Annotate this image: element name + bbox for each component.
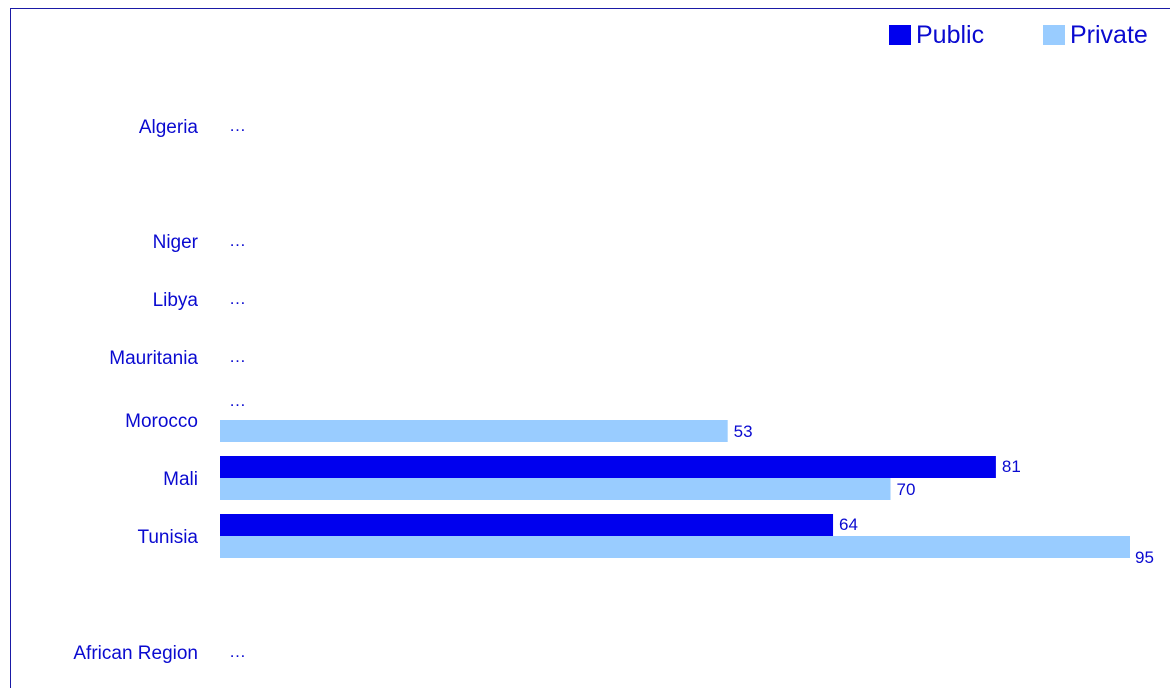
category-label: Mauritania [109, 348, 198, 369]
value-labels: … … … … … 53 81 70 64 95 … [229, 116, 1154, 661]
missing-marker: … [229, 391, 246, 410]
bar-public [220, 514, 834, 536]
bar-private [220, 420, 728, 442]
chart-frame [10, 8, 1170, 688]
category-label: Tunisia [137, 527, 198, 548]
missing-marker: … [229, 231, 246, 250]
category-label: African Region [73, 643, 198, 664]
category-label: Mali [163, 469, 198, 490]
missing-marker: … [229, 289, 246, 308]
value-label-public: 81 [1002, 457, 1021, 476]
category-label: Libya [153, 290, 199, 311]
bar-private [220, 536, 1130, 558]
legend-swatch-private [1043, 25, 1065, 45]
missing-marker: … [229, 347, 246, 366]
legend-label-public: Public [916, 21, 984, 49]
bar-public [220, 456, 996, 478]
bar-private [220, 478, 891, 500]
category-label: Algeria [139, 117, 199, 138]
legend: Public Private [889, 21, 1148, 49]
value-label-private: 95 [1135, 548, 1154, 567]
legend-swatch-public [889, 25, 911, 45]
legend-label-private: Private [1070, 21, 1148, 49]
category-labels: Algeria Niger Libya Mauritania Morocco Mali Tu… [73, 117, 198, 664]
value-label-public: 64 [839, 515, 858, 534]
category-label: Morocco [125, 411, 198, 432]
category-label: Niger [153, 232, 199, 253]
missing-marker: … [229, 116, 246, 135]
value-label-private: 53 [734, 422, 753, 441]
bars [220, 420, 1130, 558]
value-label-private: 70 [897, 480, 916, 499]
missing-marker: … [229, 642, 246, 661]
